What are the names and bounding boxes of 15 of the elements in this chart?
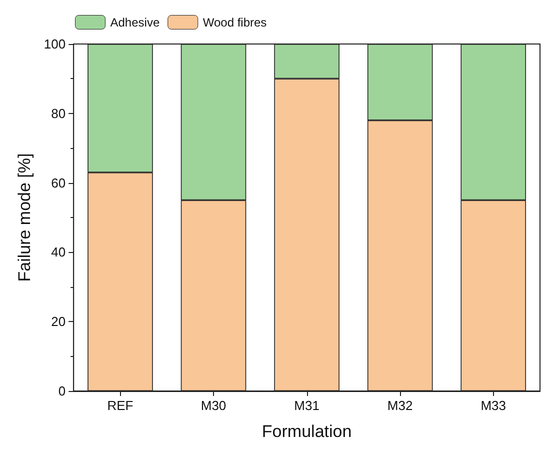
x-tick-label: M33 [480, 398, 506, 413]
y-tick-label: 0 [58, 384, 66, 398]
x-tick-label: REF [107, 398, 134, 413]
y-tick-label: 80 [51, 106, 66, 121]
y-tick-label: 20 [51, 314, 66, 330]
y-axis-title: Failure mode [%] [15, 153, 34, 282]
legend-label: Adhesive [110, 15, 160, 30]
x-tick-label: M31 [294, 398, 320, 413]
x-axis-title: Formulation [262, 422, 352, 441]
legend-label: Wood fibres [202, 15, 267, 30]
x-tick-label: M32 [387, 398, 413, 413]
y-tick-label: 40 [51, 244, 66, 260]
x-tick-label: M30 [200, 398, 226, 413]
y-tick-label: 100 [44, 36, 66, 52]
y-tick-label: 60 [51, 175, 66, 190]
